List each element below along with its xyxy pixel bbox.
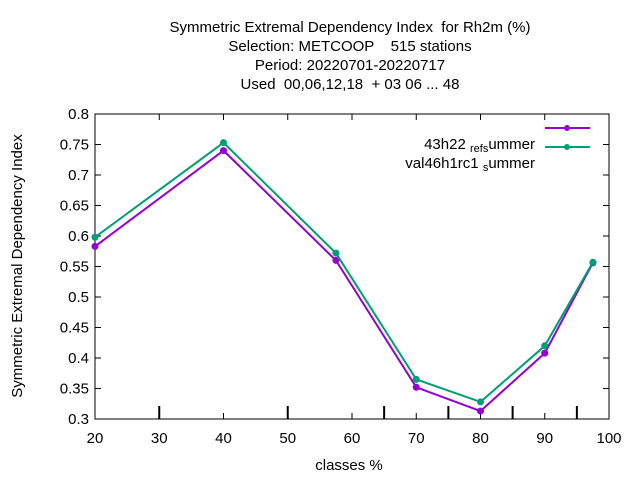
legend-label-series-2-part-1: val46h1rc1 bbox=[405, 155, 479, 172]
legend-label-series-1-part-1: 43h22 bbox=[424, 136, 466, 153]
y-tick-label-9: 0.75 bbox=[60, 137, 89, 154]
series-2-point-3 bbox=[412, 375, 420, 383]
legend-label-series-1-part-4: s bbox=[482, 143, 489, 155]
series-2-point-1 bbox=[220, 139, 227, 147]
x-tick-label-5: 70 bbox=[408, 430, 425, 447]
y-tick-label-3: 0.45 bbox=[60, 320, 89, 337]
legend-entry-series-2: val46h1rc1 summer bbox=[397, 138, 535, 174]
chart-title-line-1: Symmetric Extremal Dependency Index for … bbox=[169, 19, 531, 36]
series-2-point-0 bbox=[91, 233, 99, 241]
axes-layer: 0.3 0.35 0.4 0.45 0.5 0.55 0.6 0.65 0.7 0.75 0.8 20… bbox=[60, 106, 622, 447]
chart-title-line-4: Used 00,06,12,18 + 03 06 ... 48 bbox=[240, 76, 460, 93]
x-tick-label-0: 20 bbox=[87, 430, 104, 447]
legend-entry-series-1: 43h22 refsummer bbox=[416, 119, 535, 155]
legend-label-series-2-part-3: ummer bbox=[488, 155, 535, 172]
series-1-point-3 bbox=[412, 383, 420, 391]
y-tick-label-4: 0.5 bbox=[68, 289, 89, 306]
legend-marker-series-2 bbox=[564, 144, 570, 150]
legend-label-series-2-part-2: s bbox=[482, 162, 489, 174]
series-1-point-2 bbox=[332, 256, 340, 264]
y-tick-label-8: 0.7 bbox=[68, 167, 89, 184]
y-tick-label-10: 0.8 bbox=[68, 106, 89, 123]
x-tick-label-8: 100 bbox=[596, 430, 621, 447]
legend-label-series-1-part-2: ref bbox=[469, 143, 483, 155]
x-tick-label-2: 40 bbox=[215, 430, 232, 447]
x-tick-label-1: 30 bbox=[151, 430, 168, 447]
series-1-point-1 bbox=[220, 147, 227, 155]
x-tick-label-3: 50 bbox=[279, 430, 296, 447]
series-1-point-5 bbox=[541, 349, 549, 357]
y-tick-label-7: 0.65 bbox=[60, 198, 89, 215]
y-tick-label-5: 0.55 bbox=[60, 259, 89, 276]
series-layer bbox=[91, 139, 597, 415]
x-tick-label-4: 60 bbox=[344, 430, 361, 447]
series-1-point-0 bbox=[91, 242, 99, 250]
series-1-point-4 bbox=[477, 407, 484, 415]
legend-label-series-1-part-5: ummer bbox=[488, 136, 535, 153]
series-2-point-2 bbox=[332, 249, 340, 257]
series-2-point-4 bbox=[477, 398, 484, 406]
y-tick-label-6: 0.6 bbox=[68, 228, 89, 245]
chart-title-line-2: Selection: METCOOP 515 stations bbox=[228, 38, 472, 55]
chart-title-line-3: Period: 20220701-20220717 bbox=[254, 57, 446, 74]
y-axis-label: Symmetric Extremal Dependency Index bbox=[9, 134, 26, 398]
y-tick-label-1: 0.35 bbox=[60, 381, 89, 398]
y-tick-label-2: 0.4 bbox=[68, 350, 89, 367]
series-2-point-5 bbox=[541, 342, 549, 350]
y-tick-label-0: 0.3 bbox=[68, 411, 89, 428]
x-axis-label: classes % bbox=[315, 457, 383, 474]
series-line-1 bbox=[94, 149, 594, 413]
series-2-point-6 bbox=[589, 258, 597, 266]
legend-marker-series-1 bbox=[564, 125, 570, 131]
x-tick-label-7: 90 bbox=[536, 430, 553, 447]
x-tick-label-6: 80 bbox=[472, 430, 489, 447]
